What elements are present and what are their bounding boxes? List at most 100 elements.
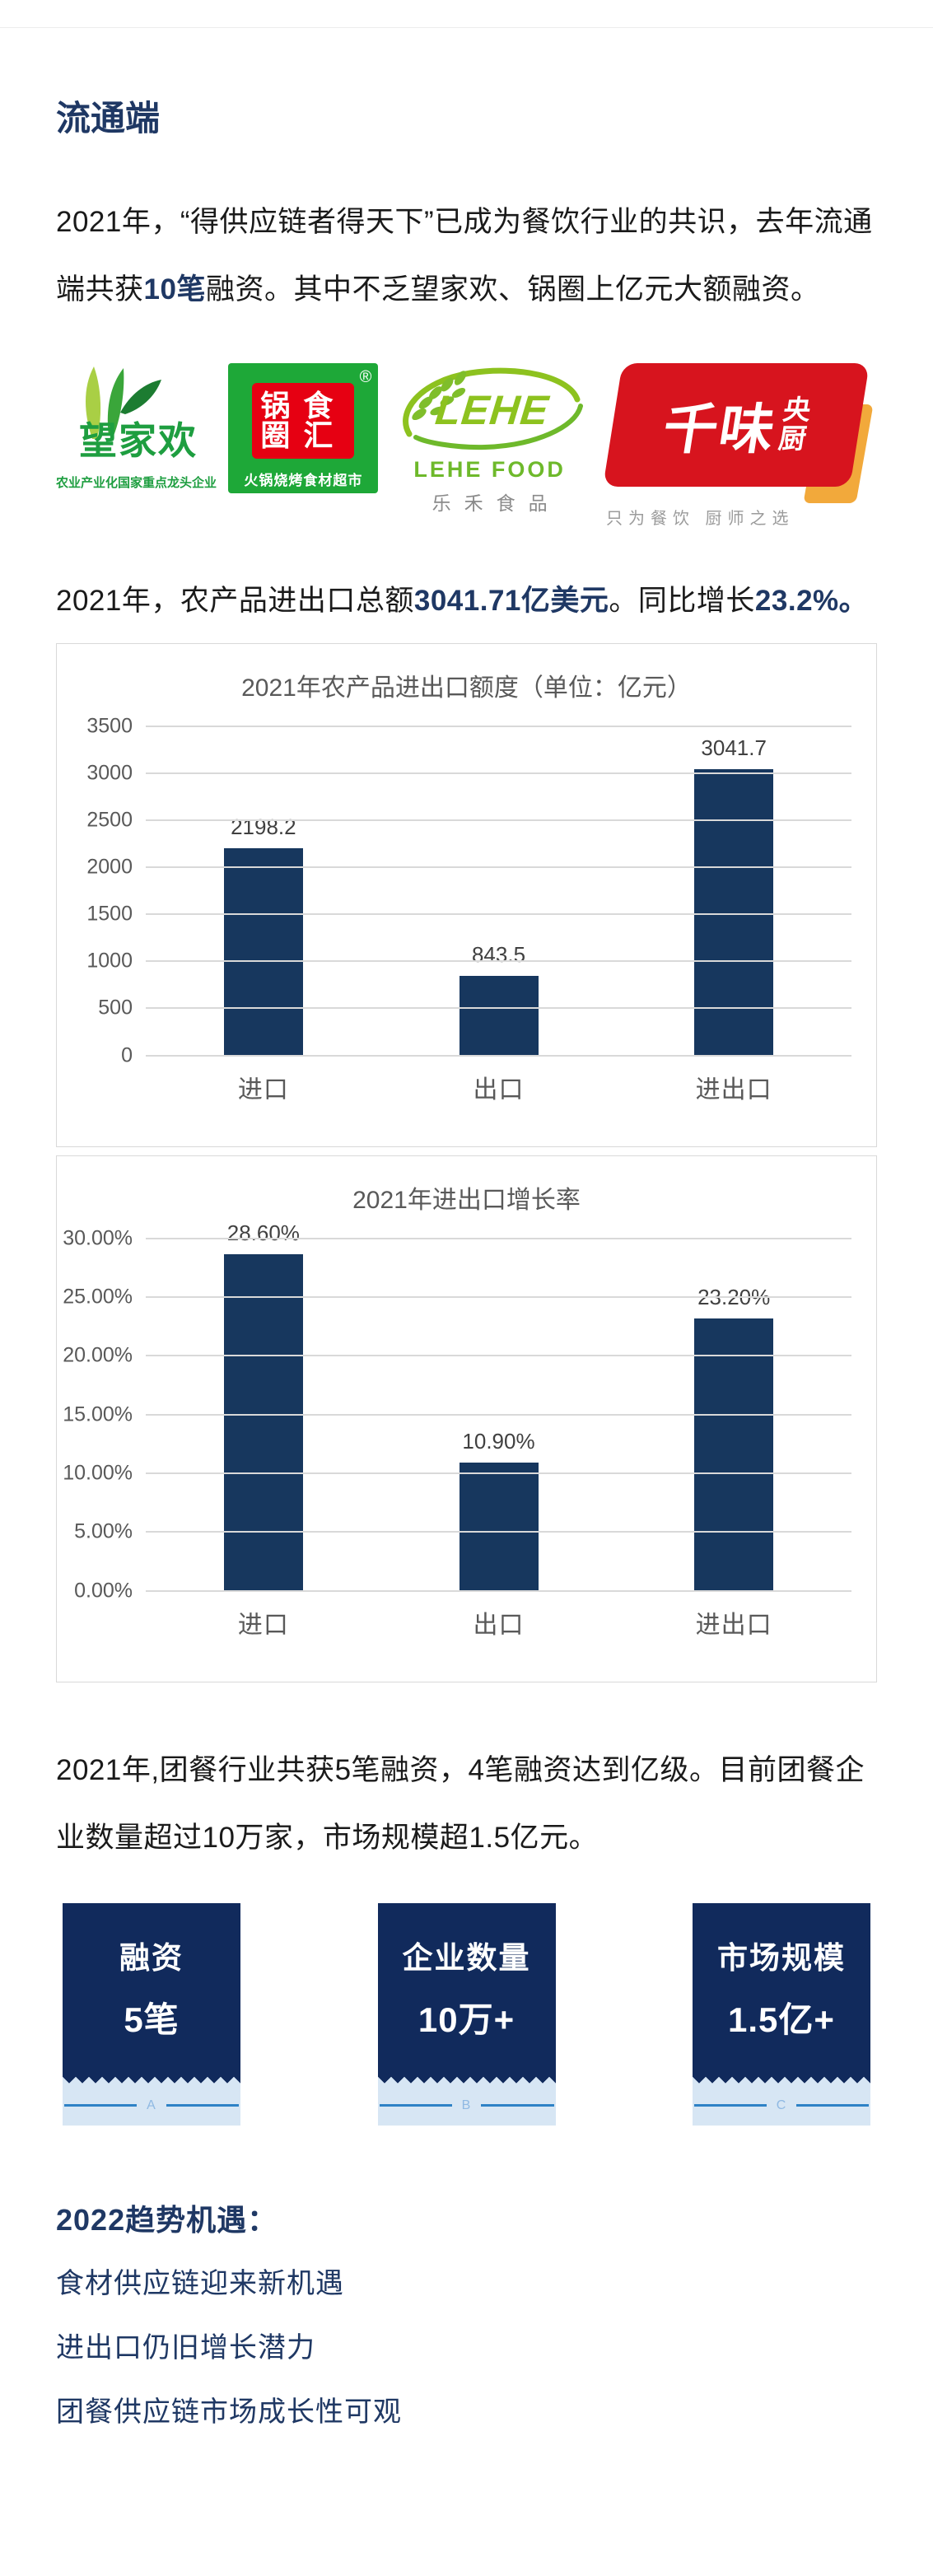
qianwei-char-chu: 厨 [776,422,809,454]
y-tick-label: 0.00% [74,1579,133,1602]
footer-rule-right [166,2104,240,2107]
qianwei-stacked-chars: 央 厨 [776,394,814,454]
import-export-amount-chart: 2021年农产品进出口额度（单位：亿元） 3500 3000 2500 2000 150… [56,642,877,1147]
bar-value-label: 3041.7 [701,735,767,760]
y-tick-label: 1000 [86,949,133,973]
wangjiahuan-logo: 望家欢 农业产业化国家重点龙头企业 [56,363,217,491]
guoquan-line1: 锅圈 [260,388,291,452]
gridline [146,772,851,774]
wangjiahuan-wordmark: 望家欢 [79,418,198,462]
plot-area: 2198.2 843.5 3041.7 [146,725,851,1057]
stat-card-market-size: 市场规模 1.5亿+ C [693,1902,870,2126]
chart-area: 3500 3000 2500 2000 1500 1000 500 0 2198.2 843.5… [57,714,851,1066]
x-axis-labels: 进口 出口 进出口 [146,1069,851,1105]
category-label: 出口 [473,1076,525,1104]
y-tick-label: 500 [98,996,133,1020]
x-axis-labels: 进口 出口 进出口 [146,1604,851,1640]
category-label: 进出口 [695,1076,772,1104]
zigzag-edge [63,2072,240,2086]
bar-value-label: 10.90% [462,1429,535,1454]
card-body: 企业数量 10万+ [377,1902,556,2073]
wheat-swoosh-icon [402,367,583,450]
chart-area: 30.00% 25.00% 20.00% 15.00% 10.00% 5.00% 0.00%… [57,1220,851,1602]
trend-item-supply-chain: 食材供应链迎来新机遇 [56,2267,344,2299]
lehe-logo: LEHE LEHE FOOD 乐禾食品 [394,363,585,516]
qianwei-logo: 千味 央 厨 只为餐饮 厨师之选 [601,362,877,529]
zigzag-edge [377,2072,556,2086]
article-content: 流通端 2021年，“得供应链者得天下”已成为餐饮行业的共识，去年流通端共获10… [56,99,877,2432]
bar-slot: 10.90% [381,1239,617,1591]
page-title: 流通端 [56,99,161,138]
registered-mark-icon: ® [359,367,372,386]
card-value: 10万+ [418,2000,515,2039]
bar-value-label: 28.60% [226,1220,300,1246]
y-tick-label: 1500 [86,902,133,926]
gridline [146,960,851,963]
y-axis-ticks: 3500 3000 2500 2000 1500 1000 500 0 [57,714,146,1066]
card-footer: C [693,2085,870,2126]
gridline [146,1054,851,1057]
bar-value-label: 2198.2 [231,814,296,840]
paragraph-group-catering: 2021年,团餐行业共获5笔融资，4笔融资达到亿级。目前团餐企业数量超过10万家… [56,1753,865,1854]
card-value: 5笔 [124,2000,180,2039]
qianwei-red-plate: 千味 央 厨 [603,362,870,487]
bars-layer: 2198.2 843.5 3041.7 [146,726,851,1056]
paragraph-financing: 2021年，“得供应链者得天下”已成为餐饮行业的共识，去年流通端共获10笔融资。… [56,189,877,324]
y-tick-label: 10.00% [63,1461,133,1485]
gridline [146,1237,851,1239]
gridline [146,1355,851,1357]
qianwei-char-yang: 央 [781,394,814,425]
plot-area: 28.60% 10.90% 23.20% [146,1220,851,1592]
bar-slot: 23.20% [616,1239,851,1591]
guoquan-tagline: 火锅烧烤食材超市 [244,472,363,488]
bar-slot: 3041.7 [616,726,851,1056]
card-body: 融资 5笔 [63,1902,240,2073]
gridline [146,1589,851,1592]
leaf-icon [86,366,161,439]
card-tag: B [461,2098,472,2112]
paragraph-import-export: 2021年，农产品进出口总额3041.71亿美元。同比增长23.2%。 [56,567,877,635]
gridline [146,1413,851,1416]
card-tag: A [147,2098,156,2112]
stat-ribbon-cards: 融资 5笔 A 企业数量 10万+ B [56,1902,877,2126]
stat-card-financing: 融资 5笔 A [63,1902,240,2126]
lehe-food-text: LEHE FOOD [413,456,566,482]
trends-heading: 2022趋势机遇： [56,2202,278,2237]
growth-rate-chart: 2021年进出口增长率 30.00% 25.00% 20.00% 15.00% 10.0… [56,1155,877,1682]
qianwei-emblem: 千味 央 厨 [603,362,874,503]
y-tick-label: 3500 [86,714,133,737]
bar-slot: 28.60% [146,1220,381,1591]
gridline [146,1472,851,1474]
category-label: 进口 [237,1076,289,1104]
y-tick-label: 25.00% [63,1285,133,1309]
y-tick-label: 2000 [86,855,133,879]
p1-text: 2021年，“得供应链者得天下”已成为餐饮行业的共识，去年流通端共获 [56,205,873,306]
bar-出口 [459,1463,539,1591]
y-tick-label: 5.00% [74,1519,133,1543]
gridline [146,1295,851,1298]
y-tick-label: 2500 [86,808,133,832]
bar-进口 [223,848,303,1056]
p2-text: 2021年，农产品进出口总额 [56,584,414,617]
category-label: 进出口 [695,1611,772,1639]
trends-section: 2022趋势机遇： 食材供应链迎来新机遇 进出口仍旧增长潜力 团餐供应链市场成长… [56,2196,877,2432]
footer-rule-right [796,2104,869,2107]
category-label: 进口 [237,1611,289,1639]
card-body: 市场规模 1.5亿+ [693,1902,870,2073]
lehe-wordmark: LEHE [432,386,551,433]
qianwei-wordmark: 千味 [658,398,781,460]
p2-text-2: 。同比增长 [609,584,755,617]
bar-slot: 843.5 [381,726,617,1056]
category-label: 出口 [473,1611,525,1639]
card-footer: B [377,2085,556,2126]
card-footer: A [63,2085,240,2126]
footer-rule-right [481,2104,554,2107]
bar-value-label: 843.5 [471,942,526,968]
card-label: 企业数量 [402,1941,531,1975]
chart-title: 2021年农产品进出口额度（单位：亿元） [241,674,692,702]
p1-highlight: 10笔 [143,273,206,306]
p1-text-2: 融资。其中不乏望家欢、锅圈上亿元大额融资。 [205,273,820,306]
y-axis-ticks: 30.00% 25.00% 20.00% 15.00% 10.00% 5.00% 0.00% [57,1226,146,1602]
card-label: 市场规模 [717,1941,846,1975]
zigzag-edge [693,2072,870,2086]
